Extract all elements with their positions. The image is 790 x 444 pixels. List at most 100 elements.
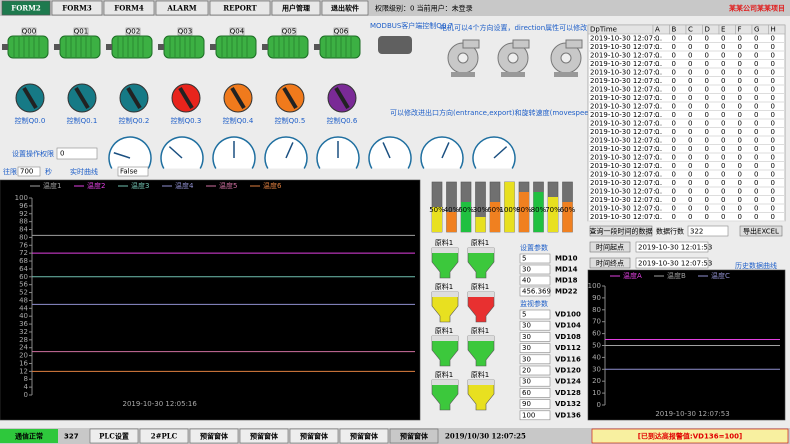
cell: 0 — [705, 35, 709, 43]
menu-label[interactable]: REPORT — [223, 4, 257, 13]
cell: 0 — [738, 120, 742, 128]
cell: 0 — [688, 188, 692, 196]
footer-button-label[interactable]: 预留窗体 — [400, 432, 429, 441]
cell: 0 — [771, 35, 775, 43]
cell: 0 — [672, 145, 676, 153]
menu-label[interactable]: FORM3 — [62, 4, 92, 13]
button[interactable] — [589, 257, 631, 269]
footer-button-label[interactable]: 预留窗体 — [200, 432, 229, 441]
menu-label[interactable]: FORM2 — [11, 4, 41, 13]
button-label[interactable]: 查询一段时间的数据 — [590, 227, 653, 236]
cell: 0 — [655, 60, 659, 68]
motor-shaft — [210, 44, 216, 50]
label: MD18 — [555, 277, 578, 285]
input — [17, 166, 41, 177]
footer-button[interactable] — [139, 428, 189, 444]
y-tick-label: 40 — [592, 353, 601, 361]
footer-button[interactable] — [89, 428, 139, 444]
cell: 0 — [771, 77, 775, 85]
knob-handle — [178, 86, 194, 110]
input — [117, 166, 149, 177]
cell: 0 — [688, 52, 692, 60]
input — [519, 376, 551, 387]
gauge-needle — [168, 146, 183, 159]
gauge-dial — [420, 136, 464, 169]
menu-button[interactable] — [103, 0, 155, 16]
menu-button[interactable] — [209, 0, 271, 16]
input — [519, 343, 551, 353]
dropdown[interactable] — [56, 147, 98, 160]
footer-button[interactable] — [189, 428, 239, 444]
cell: 0 — [672, 43, 676, 51]
footer-button[interactable] — [289, 428, 339, 444]
button[interactable] — [589, 241, 631, 253]
column-header: DpTime — [590, 26, 617, 34]
input — [519, 354, 551, 365]
legend-label: 温度3 — [131, 181, 149, 190]
cell: 0 — [754, 196, 758, 204]
cell: 0 — [705, 179, 709, 187]
knob-label: 控制Q0.4 — [223, 116, 254, 125]
y-tick-label: 52 — [19, 289, 28, 297]
cell: 0 — [688, 145, 692, 153]
motor-tag — [177, 27, 193, 36]
cell: 0 — [771, 86, 775, 94]
button[interactable] — [739, 225, 783, 237]
button-label[interactable]: 时间起点 — [596, 243, 624, 252]
menu-button[interactable] — [271, 0, 321, 16]
cell: 0 — [688, 120, 692, 128]
cell: 0 — [688, 77, 692, 85]
legend-label: 温度6 — [263, 181, 282, 190]
cell: 0 — [655, 137, 659, 145]
footer-button-label[interactable]: 预留窗体 — [300, 432, 329, 441]
menu-label[interactable]: 退出软件 — [331, 4, 359, 13]
cell: 0 — [754, 171, 758, 179]
footer-button-label[interactable]: PLC设置 — [99, 432, 129, 441]
cell: 2019-10-30 12:07:... — [590, 162, 662, 170]
menu-button[interactable] — [155, 0, 209, 16]
silo-label: 原料1 — [435, 238, 453, 247]
button-label[interactable]: 时间终点 — [596, 259, 624, 268]
cell: 0 — [721, 69, 725, 77]
label: 5 — [522, 311, 526, 319]
footer-button[interactable] — [239, 428, 289, 444]
input — [687, 225, 729, 237]
footer-button[interactable] — [339, 428, 389, 444]
label: 5 — [522, 255, 526, 263]
menu-button[interactable] — [321, 0, 369, 16]
menu-button[interactable] — [1, 0, 51, 16]
level-label: 70% — [545, 206, 561, 214]
motor-label: Q04 — [230, 28, 245, 36]
menu-label[interactable]: ALARM — [166, 4, 197, 13]
cell: 0 — [721, 111, 725, 119]
button-label[interactable]: 导出EXCEL — [743, 227, 779, 236]
level-fill — [504, 182, 515, 232]
cell: 0 — [721, 52, 725, 60]
button[interactable] — [589, 225, 653, 237]
cell: 0 — [754, 213, 758, 221]
y-tick-label: 24 — [19, 344, 28, 352]
cell: 0 — [672, 69, 676, 77]
menu-label[interactable]: FORM4 — [114, 4, 144, 13]
y-tick-label: 72 — [19, 249, 28, 257]
cell: 0 — [672, 35, 676, 43]
menu-button[interactable] — [51, 0, 103, 16]
label: 30 — [522, 378, 531, 386]
cell: 0 — [754, 120, 758, 128]
motor-label: Q00 — [22, 28, 36, 36]
footer-button-label[interactable]: 预留窗体 — [250, 432, 279, 441]
cell: 0 — [655, 103, 659, 111]
cell: 0 — [738, 86, 742, 94]
cell: 2019-10-30 12:07:... — [590, 188, 662, 196]
menu-label[interactable]: 用户管理 — [282, 4, 310, 13]
footer-button-label[interactable]: 2#PLC — [151, 432, 178, 441]
cell: 0 — [672, 179, 676, 187]
silo-label: 原料1 — [435, 282, 453, 291]
cell: 0 — [705, 213, 709, 221]
silo-label: 原料1 — [435, 370, 453, 379]
footer-button-label[interactable]: 预留窗体 — [350, 432, 379, 441]
cell: 0 — [672, 111, 676, 119]
label: MODBUS客户端控制Q0.7 — [370, 21, 453, 30]
footer-button[interactable] — [389, 428, 439, 444]
dropdown-value[interactable]: 0 — [60, 150, 64, 158]
